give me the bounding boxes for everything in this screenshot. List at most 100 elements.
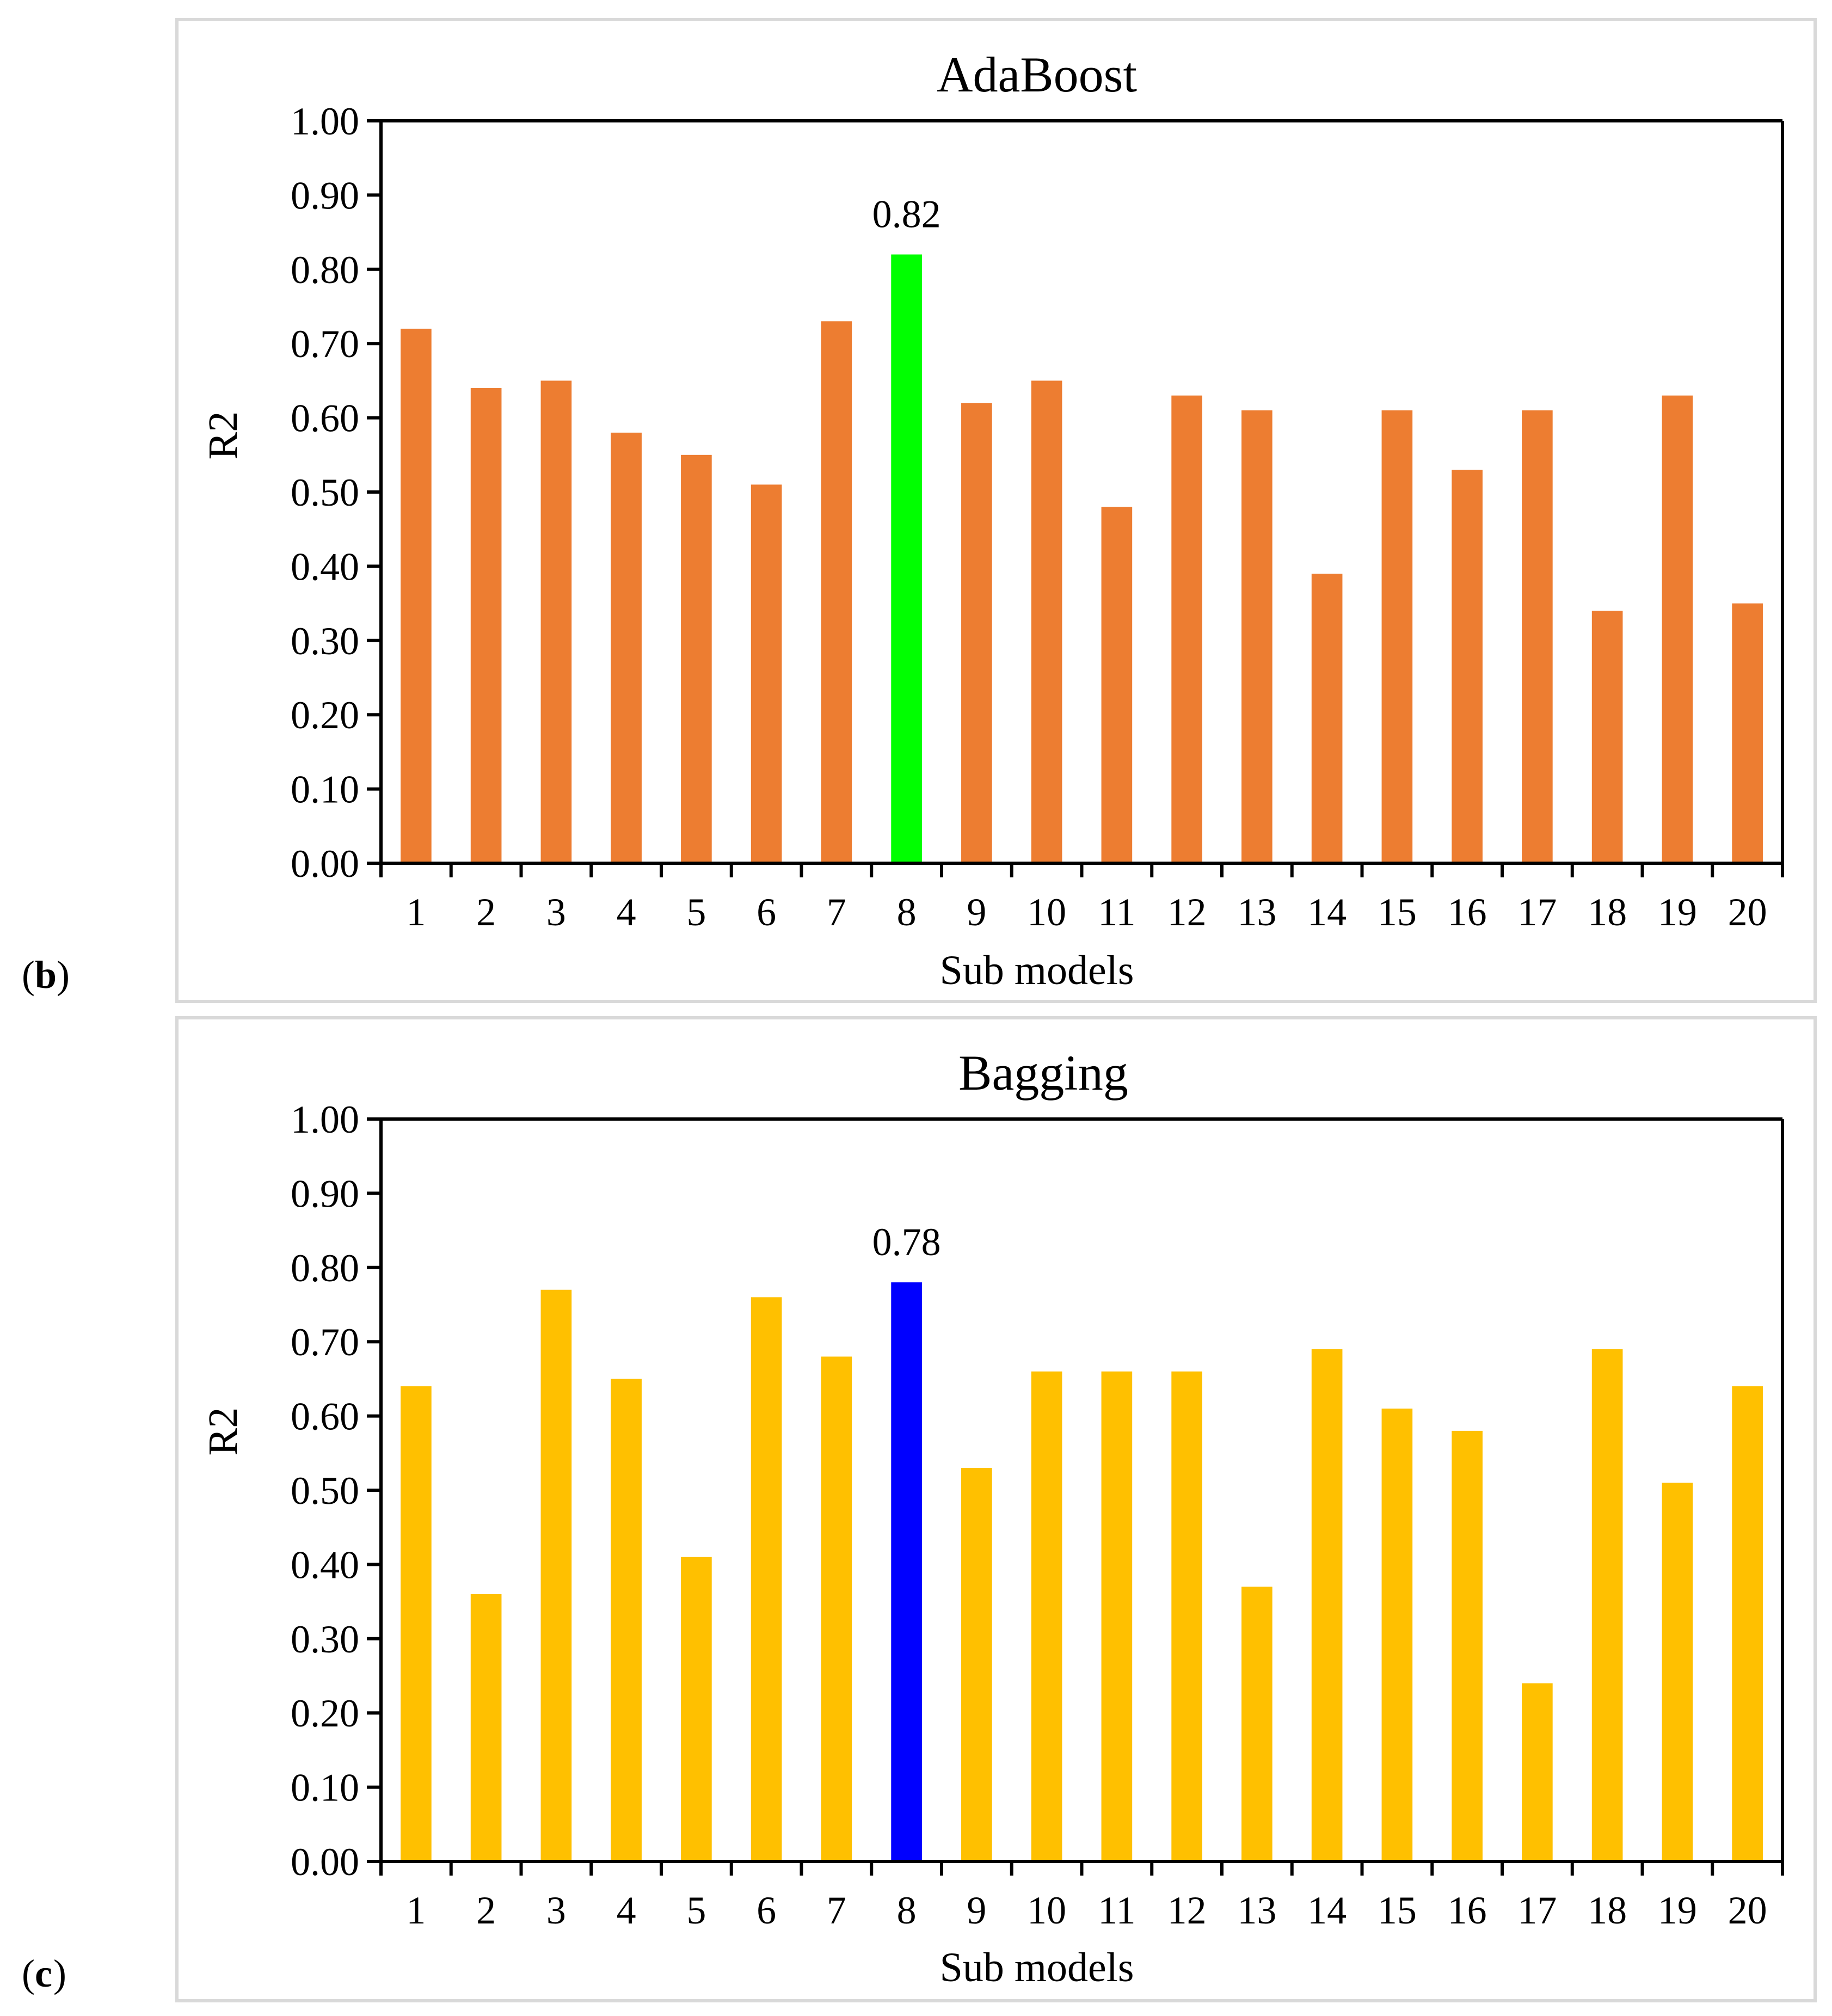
bar [1591, 611, 1623, 863]
bar [1522, 1683, 1553, 1861]
bar [1381, 1408, 1413, 1861]
y-tick-label: 0.70 [291, 1320, 359, 1364]
chart-title: AdaBoost [937, 47, 1137, 102]
x-tick-label: 7 [827, 890, 846, 934]
x-tick-label: 19 [1658, 890, 1697, 934]
panel-frame-bagging [175, 1016, 1817, 2002]
y-tick-label: 0.40 [291, 545, 359, 588]
bar [1381, 410, 1413, 863]
bar [1101, 1371, 1133, 1861]
bar [540, 1289, 572, 1861]
x-tick-label: 11 [1098, 890, 1135, 934]
bar [540, 380, 572, 863]
x-tick-label: 20 [1728, 1889, 1767, 1932]
y-tick-label: 0.30 [291, 619, 359, 663]
plot-area-adaboost: 0.00 0.10 0.20 0.30 0.40 0.50 0.60 0.70 0.80 0.90… [291, 100, 1784, 934]
y-tick-label: 0.30 [291, 1618, 359, 1661]
y-tick-label: 0.80 [291, 1246, 359, 1290]
x-tick-label: 17 [1517, 1889, 1557, 1932]
bar [681, 1557, 712, 1861]
bar [1031, 1371, 1062, 1861]
x-tick-label: 5 [686, 1889, 706, 1932]
bar [1522, 410, 1553, 863]
x-tick-label: 12 [1167, 1889, 1207, 1932]
bar [961, 1468, 992, 1861]
data-label: 0.82 [872, 193, 941, 236]
x-tick-label: 5 [686, 890, 706, 934]
x-tick-label: 19 [1658, 1889, 1697, 1932]
bar [1662, 395, 1693, 863]
x-tick-label: 18 [1588, 1889, 1627, 1932]
panel-letter-c: c [35, 1952, 52, 1995]
bar [1241, 410, 1272, 863]
bar-highlight [891, 254, 922, 863]
bar [1662, 1483, 1693, 1861]
x-tick-label: 4 [617, 890, 636, 934]
x-tick-label: 15 [1378, 890, 1417, 934]
bar [1171, 395, 1202, 863]
y-axis-label: R2 [200, 411, 246, 460]
y-tick-label: 0.00 [291, 1840, 359, 1884]
y-tick-label: 0.50 [291, 1469, 359, 1513]
bar [1241, 1587, 1272, 1861]
bar [821, 321, 852, 863]
bar [611, 1379, 642, 1861]
bar [1101, 507, 1133, 863]
data-label: 0.78 [872, 1220, 941, 1264]
bar [821, 1356, 852, 1861]
x-tick-label: 8 [897, 890, 917, 934]
bar-highlight [891, 1282, 922, 1861]
panel-letter-close: ) [53, 1952, 66, 1995]
panel-adaboost: ( b ) AdaBoost 0.000.100.200.300.400.500… [22, 18, 1817, 1003]
y-tick-label: 0.90 [291, 174, 359, 217]
x-tick-label: 10 [1027, 890, 1066, 934]
x-tick-label: 20 [1728, 890, 1767, 934]
bar [1031, 380, 1062, 863]
x-tick-label: 7 [827, 1889, 846, 1932]
x-tick-label: 1 [406, 890, 426, 934]
bar [681, 454, 712, 863]
bar [401, 328, 432, 863]
x-tick-label: 6 [757, 890, 776, 934]
bar [611, 432, 642, 863]
x-tick-label: 15 [1378, 1889, 1417, 1932]
y-tick-label: 0.20 [291, 693, 359, 737]
bar [1311, 574, 1343, 863]
x-tick-label: 13 [1237, 890, 1276, 934]
x-tick-label: 10 [1027, 1889, 1066, 1932]
bar [961, 403, 992, 863]
x-tick-label: 12 [1167, 890, 1207, 934]
y-tick-label: 0.50 [291, 471, 359, 514]
y-tick-label: 0.40 [291, 1543, 359, 1587]
x-tick-label: 2 [476, 890, 496, 934]
x-tick-label: 11 [1098, 1889, 1135, 1932]
bar [470, 388, 502, 863]
x-tick-label: 3 [546, 1889, 566, 1932]
x-tick-label: 3 [546, 890, 566, 934]
panel-letter-open: ( [22, 1952, 35, 1995]
x-tick-label: 13 [1237, 1889, 1276, 1932]
bar [1452, 470, 1483, 863]
x-tick-label: 1 [406, 1889, 426, 1932]
panel-frame-adaboost [175, 18, 1817, 1003]
y-axis-label: R2 [200, 1407, 246, 1456]
panel-letter-open: ( [22, 953, 35, 997]
panel-letter-b: b [35, 953, 57, 997]
x-tick-label: 18 [1588, 890, 1627, 934]
y-tick-label: 0.60 [291, 397, 359, 440]
y-tick-label: 0.70 [291, 322, 359, 366]
y-tick-label: 0.10 [291, 1766, 359, 1810]
bar [470, 1594, 502, 1861]
plot-area-bagging: 0.00 0.10 0.20 0.30 0.40 0.50 0.60 0.70 0.80 0.90… [291, 1098, 1784, 1932]
x-tick-label: 2 [476, 1889, 496, 1932]
bar [1732, 1386, 1763, 1861]
panel-letter-close: ) [57, 953, 70, 997]
y-tick-label: 0.10 [291, 768, 359, 812]
x-axis-label: Sub models [940, 948, 1134, 993]
bar [751, 484, 782, 863]
x-tick-label: 14 [1307, 890, 1347, 934]
panel-bagging: ( c ) Bagging 0.000.100.200.300.400.500.… [22, 1016, 1817, 2002]
x-tick-label: 14 [1307, 1889, 1347, 1932]
x-tick-label: 4 [617, 1889, 636, 1932]
